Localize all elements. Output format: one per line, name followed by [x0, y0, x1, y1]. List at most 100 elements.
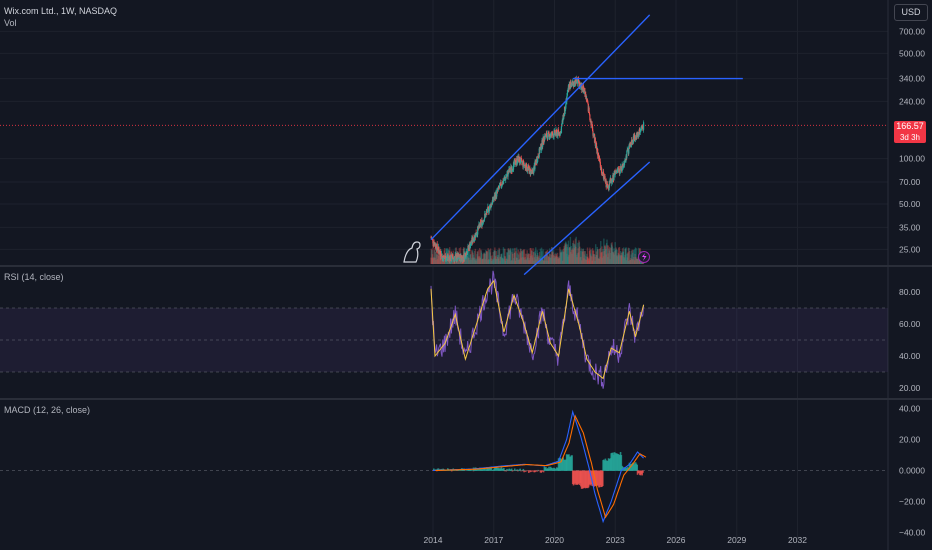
- volume-bar: [515, 257, 517, 264]
- volume-bar: [535, 259, 537, 264]
- candle-body: [636, 132, 638, 138]
- candle-body: [537, 156, 539, 162]
- volume-bar: [505, 258, 508, 264]
- volume-bar: [526, 253, 528, 264]
- volume-bar: [471, 257, 473, 264]
- volume-bar: [468, 257, 470, 264]
- tradingview-logo[interactable]: [403, 241, 421, 263]
- candle-body: [441, 256, 443, 259]
- volume-bar: [434, 251, 437, 264]
- volume-bar: [466, 255, 468, 264]
- macd-histogram-bar: [531, 470, 533, 472]
- candle-body: [559, 135, 561, 136]
- rsi-lines: [430, 270, 645, 389]
- candle-body: [436, 243, 438, 249]
- candle-body: [622, 165, 624, 167]
- volume-bar: [548, 253, 551, 264]
- volume-bar: [569, 236, 572, 264]
- candle-body: [639, 130, 642, 133]
- volume-bar: [517, 254, 520, 264]
- candle-body: [503, 180, 505, 182]
- volume-bar: [442, 260, 445, 264]
- volume-bar: [554, 257, 556, 264]
- candle-body: [442, 256, 444, 258]
- grid-lines: [0, 0, 888, 540]
- volume-bar: [595, 251, 598, 264]
- volume-bar: [546, 249, 549, 264]
- price-tick-label: 240.00: [899, 96, 925, 106]
- candle-body: [583, 86, 585, 89]
- currency-button[interactable]: USD: [894, 4, 928, 21]
- volume-bar: [631, 259, 633, 264]
- candle-body: [530, 170, 532, 172]
- volume-bar: [549, 254, 552, 264]
- macd-histogram-bar: [522, 468, 525, 471]
- volume-bar: [464, 256, 467, 264]
- volume-bar: [636, 258, 639, 264]
- candle-body: [616, 171, 618, 173]
- volume-bar: [631, 252, 634, 264]
- volume-bar: [537, 257, 539, 264]
- flash-icon[interactable]: [638, 251, 650, 263]
- volume-bar: [496, 259, 498, 264]
- volume-bar: [635, 258, 638, 264]
- macd-histogram-bar: [545, 467, 547, 471]
- candle-body: [462, 256, 464, 262]
- macd-histogram-bar: [541, 470, 543, 472]
- trendlines[interactable]: [430, 14, 743, 276]
- volume-bar: [589, 247, 591, 264]
- volume-bar: [540, 258, 542, 264]
- macd-histogram-bar: [642, 470, 644, 473]
- volume-bar: [477, 250, 480, 264]
- volume-bar: [522, 249, 525, 264]
- macd-histogram-bar: [490, 467, 493, 471]
- volume-bar: [451, 258, 454, 264]
- volume-bar: [502, 258, 504, 264]
- candle-body: [438, 250, 440, 254]
- candle-body: [484, 213, 486, 215]
- volume-bar: [431, 254, 434, 264]
- volume-bar: [478, 258, 480, 264]
- volume-bar: [573, 243, 575, 264]
- price-tag-value: 166.57: [896, 121, 924, 131]
- volume-bar: [551, 252, 554, 264]
- volume-bar: [606, 245, 609, 264]
- volume-bar: [568, 254, 570, 264]
- volume-bar: [512, 260, 514, 264]
- candle-body: [619, 168, 621, 174]
- candle-body: [548, 132, 550, 135]
- candle-body: [430, 237, 432, 239]
- volume-bar: [637, 256, 639, 264]
- x-tick-label: 2026: [667, 535, 686, 545]
- candle-body: [608, 180, 610, 188]
- volume-bar: [555, 252, 557, 264]
- candle-body: [584, 91, 587, 98]
- volume-bar: [616, 256, 619, 264]
- volume-bar: [581, 250, 583, 264]
- macd-histogram-bar: [503, 469, 505, 471]
- macd-histogram-bar: [510, 468, 513, 471]
- candle-body: [445, 258, 447, 261]
- volume-bar: [559, 252, 561, 264]
- candle-body: [555, 129, 557, 135]
- volume-bar: [589, 249, 591, 264]
- candle-body: [443, 255, 445, 257]
- macd-tick-label: −40.00: [899, 527, 926, 537]
- candle-body: [549, 137, 551, 139]
- candle-body: [534, 161, 536, 170]
- candle-body: [577, 78, 579, 81]
- volume-bar: [628, 248, 630, 264]
- volume-bar: [630, 254, 632, 264]
- macd-histogram-bar: [481, 467, 483, 471]
- volume-bar: [622, 251, 625, 264]
- macd-histogram-bar: [524, 470, 527, 472]
- candle-body: [446, 256, 448, 259]
- volume-bar: [592, 250, 594, 264]
- candle-body: [448, 256, 450, 258]
- volume-bar: [528, 253, 530, 264]
- candle-body: [455, 254, 457, 256]
- volume-bar: [436, 259, 439, 264]
- macd-histogram-bar: [641, 470, 643, 476]
- volume-bar: [478, 248, 481, 264]
- macd-histogram-bar: [571, 455, 573, 471]
